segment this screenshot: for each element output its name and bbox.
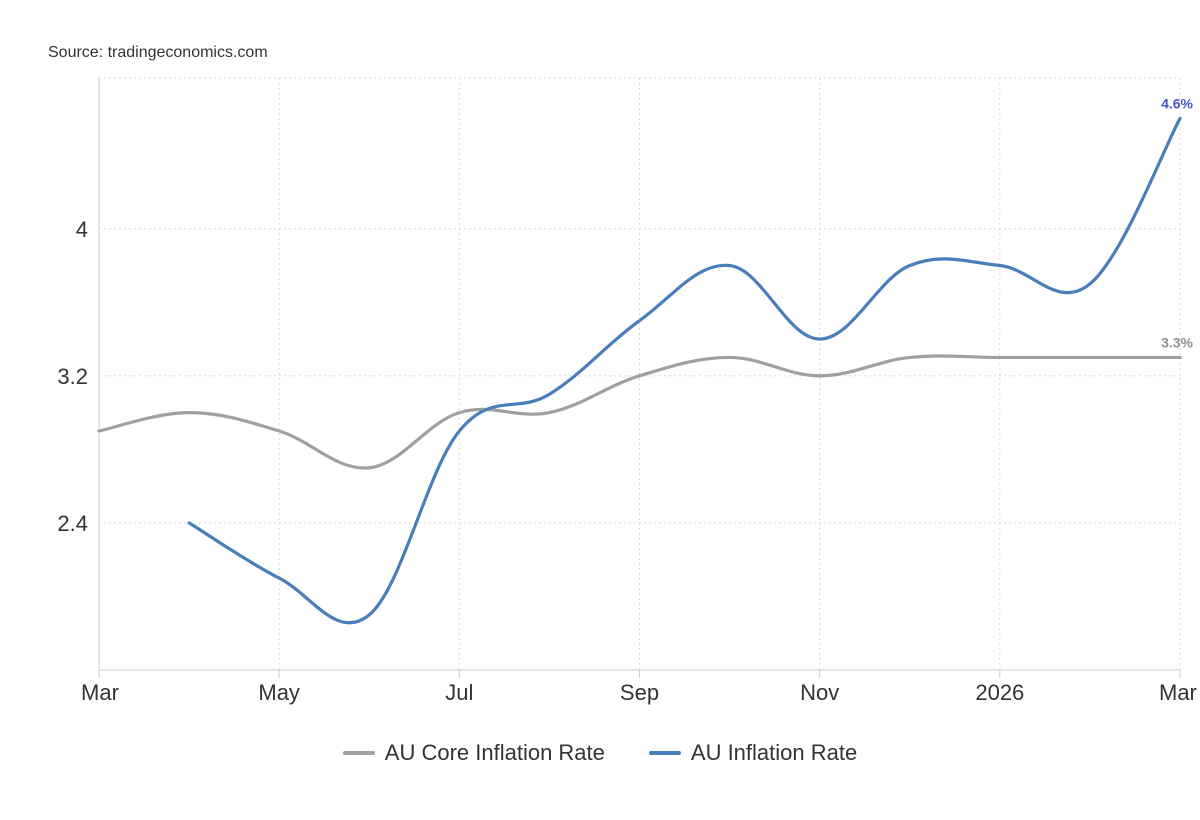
legend-label: AU Core Inflation Rate (384, 740, 605, 765)
grid (98, 77, 1181, 670)
x-tick-label: Mar (81, 680, 119, 705)
y-tick-label: 4 (76, 217, 88, 242)
source-label: Source: tradingeconomics.com (48, 44, 268, 61)
x-tick-label: Jul (445, 680, 473, 705)
legend: AU Core Inflation Rate AU Inflation Rate (0, 740, 1200, 766)
x-tick-label: Nov (800, 680, 839, 705)
x-tick-label: 2026 (975, 680, 1024, 705)
y-tick-label: 3.2 (57, 364, 88, 389)
legend-label: AU Inflation Rate (690, 740, 858, 765)
end-value-label: 3.3% (1161, 334, 1193, 350)
series-line-core-inflation (97, 354, 1182, 470)
x-tick-label: Mar (1159, 680, 1197, 705)
series-line-inflation (187, 116, 1182, 625)
legend-item[interactable]: AU Inflation Rate (648, 740, 858, 766)
series-group: 3.3% 4.6% (97, 95, 1194, 625)
legend-item[interactable]: AU Core Inflation Rate (342, 740, 605, 766)
axes (98, 78, 1181, 678)
end-value-label: 4.6% (1161, 95, 1193, 111)
tick-labels: Mar May Jul Sep Nov 2026 Mar 2.4 3.2 4 (57, 217, 1196, 705)
line-chart: 3.3% 4.6% Mar May Jul Sep Nov 2026 Mar 2.4 3.2 4 (57, 77, 1197, 705)
x-tick-label: May (258, 680, 300, 705)
legend-swatch (648, 751, 681, 755)
y-tick-label: 2.4 (57, 511, 88, 536)
x-tick-label: Sep (620, 680, 659, 705)
legend-swatch (342, 751, 375, 755)
